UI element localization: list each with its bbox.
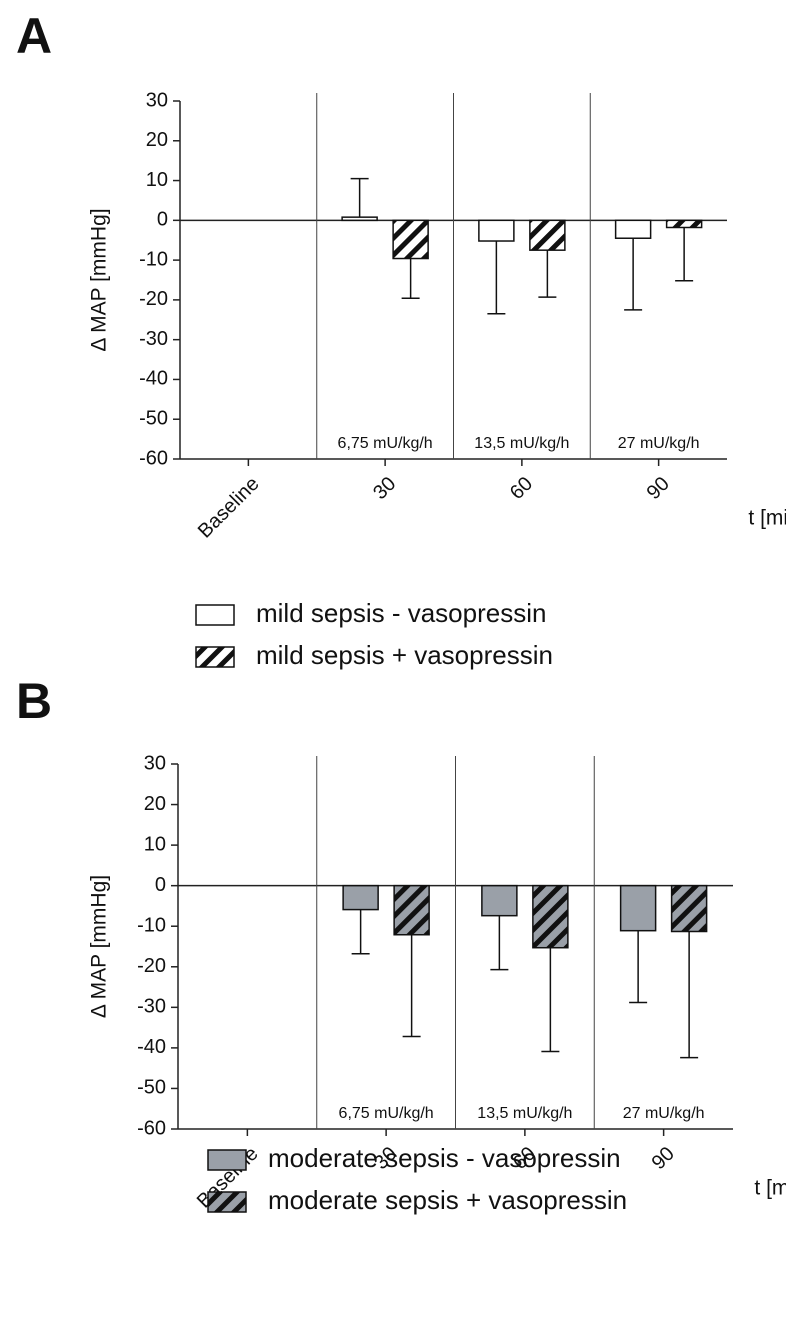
legend-swatch — [195, 604, 235, 626]
legend-label: moderate sepsis - vasopressin — [268, 1143, 621, 1173]
legend-label: mild sepsis - vasopressin — [256, 598, 546, 628]
y-tick-label: 10 — [144, 833, 166, 855]
bar — [614, 219, 652, 239]
bar — [393, 884, 430, 936]
x-axis-label: t [min] — [754, 1177, 786, 1200]
y-tick-label: -10 — [139, 248, 168, 270]
x-tick-label: 90 — [648, 1143, 679, 1174]
y-tick-label: 30 — [144, 752, 166, 774]
y-tick-label: -60 — [139, 447, 168, 469]
y-tick-label: 0 — [157, 209, 168, 231]
y-tick-label: -30 — [139, 328, 168, 350]
legend-swatch — [207, 1191, 247, 1213]
bar — [529, 219, 566, 251]
panel-label: B — [16, 673, 52, 729]
x-tick-label: 90 — [643, 473, 674, 504]
bar — [619, 884, 657, 932]
panel-label: A — [16, 8, 52, 64]
legend-label: moderate sepsis + vasopressin — [268, 1185, 627, 1215]
y-tick-label: -60 — [137, 1117, 166, 1139]
bar — [481, 884, 518, 917]
x-tick-label: 60 — [506, 473, 537, 504]
y-tick-label: 30 — [146, 89, 168, 111]
dose-annotation: 6,75 mU/kg/h — [338, 435, 433, 452]
y-tick-label: 20 — [146, 129, 168, 151]
legend-swatch — [207, 1149, 247, 1171]
dose-annotation: 6,75 mU/kg/h — [339, 1105, 434, 1122]
bar — [342, 884, 379, 911]
dose-annotation: 13,5 mU/kg/h — [474, 435, 569, 452]
y-tick-label: 0 — [155, 874, 166, 896]
dose-annotation: 27 mU/kg/h — [618, 435, 700, 452]
y-tick-label: -30 — [137, 996, 166, 1018]
y-axis-label: Δ MAP [mmHg] — [88, 875, 111, 1018]
y-tick-label: -50 — [137, 1077, 166, 1099]
y-tick-label: -10 — [137, 915, 166, 937]
bar — [341, 216, 378, 222]
y-tick-label: -50 — [139, 408, 168, 430]
x-tick-label: 30 — [369, 473, 400, 504]
dose-annotation: 27 mU/kg/h — [623, 1105, 705, 1122]
y-axis-label: Δ MAP [mmHg] — [88, 208, 111, 351]
y-tick-label: -40 — [137, 1036, 166, 1058]
bar — [478, 219, 515, 242]
x-tick-label: Baseline — [194, 473, 264, 543]
y-tick-label: -40 — [139, 368, 168, 390]
y-tick-label: 10 — [146, 169, 168, 191]
legend-swatch — [195, 646, 235, 668]
legend-label: mild sepsis + vasopressin — [256, 640, 553, 670]
y-tick-label: -20 — [139, 288, 168, 310]
bar — [665, 219, 703, 229]
bar — [392, 219, 429, 260]
dose-annotation: 13,5 mU/kg/h — [477, 1105, 572, 1122]
bar — [532, 884, 569, 949]
y-tick-label: 20 — [144, 793, 166, 815]
bar — [670, 884, 708, 933]
x-axis-label: t [min] — [748, 507, 786, 530]
y-tick-label: -20 — [137, 955, 166, 977]
